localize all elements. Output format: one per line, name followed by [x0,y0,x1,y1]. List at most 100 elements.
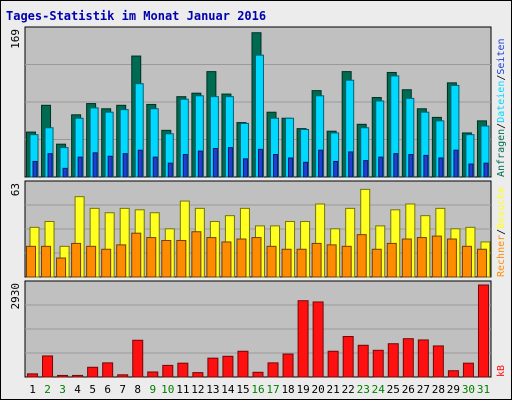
x-tick-label: 25 [387,383,400,396]
bar-kb [42,355,54,378]
bar-rechner [311,242,322,278]
bar-seiten [408,154,414,178]
bar-kb [132,339,144,378]
bar-kb [162,364,174,378]
x-tick-label: 8 [134,383,141,396]
x-tick-label: 9 [149,383,156,396]
legend-separator: / [496,75,507,81]
legend-entry-anfragen: Anfragen [496,129,507,177]
bar-rechner [326,244,337,278]
x-tick-label: 23 [357,383,370,396]
bar-rechner [41,245,52,278]
bar-seiten [273,154,279,178]
x-axis-day-labels: 1 2 3 4 5 6 7 8 9 10 11 12 13 14 15 16 17 18 19 20 21 22 23 24 2… [29,383,490,396]
bar-rechner [431,235,442,278]
bar-kb [462,362,474,378]
bar-rechner [356,234,367,278]
chart-panels: 169 Anfragen/Dateien/Seiten 63Rechner/Besu… [9,26,507,378]
bar-seiten [92,152,98,178]
x-tick-label: 15 [236,383,249,396]
bar-kb [237,350,249,378]
x-tick-label: 18 [281,383,294,396]
x-tick-label: 17 [266,383,279,396]
bar-rechner [281,248,292,278]
bar-rechner [236,238,247,278]
bar-seiten [212,147,218,178]
x-tick-label: 31 [477,383,490,396]
bar-kb [87,366,99,378]
x-tick-label: 1 [29,383,36,396]
x-tick-label: 14 [221,383,235,396]
x-tick-label: 19 [296,383,309,396]
bar-rechner [206,237,217,278]
bar-kb [177,362,189,378]
x-tick-label: 7 [119,383,126,396]
bar-seiten [438,157,444,178]
x-tick-label: 27 [417,383,430,396]
bar-rechner [176,239,187,278]
bar-kb [207,357,219,378]
bar-seiten [122,153,128,178]
bar-kb [117,374,129,378]
bar-rechner [221,241,232,278]
bar-rechner [371,248,382,278]
bar-kb [27,373,38,378]
y-max-label: 169 [9,29,22,49]
bar-rechner [56,257,67,278]
bar-seiten [453,149,459,178]
x-tick-label: 29 [447,383,460,396]
y-max-label: 2930 [9,283,22,310]
x-tick-label: 12 [191,383,204,396]
x-tick-label: 26 [402,383,415,396]
bar-rechner [146,237,157,278]
x-tick-label: 22 [342,383,355,396]
legend-entry-kb: kB [496,365,507,377]
bar-kb [372,349,384,378]
legend-requests-files-pages: Anfragen/Dateien/Seiten [496,38,507,177]
bar-rechner [101,248,112,278]
bar-kb [192,372,204,378]
bar-kb [72,374,84,378]
legend-entry-rechner: Rechner [496,235,507,277]
bar-kb [357,344,369,378]
bar-seiten [363,160,369,178]
bar-seiten [468,163,474,178]
bar-rechner [386,242,397,278]
bar-seiten [393,153,399,178]
bar-seiten [32,160,38,178]
bar-rechner [26,245,36,278]
x-tick-label: 5 [89,383,96,396]
x-tick-label: 20 [312,383,325,396]
bar-seiten [77,156,83,178]
bar-rechner [116,244,127,278]
bar-rechner [446,238,457,278]
bar-kb [417,339,429,378]
bar-seiten [483,162,489,178]
chart-title: Tages-Statistik im Monat Januar 2016 [6,9,266,23]
bar-seiten [227,147,233,178]
bar-kb [252,371,264,378]
bar-seiten [257,148,263,178]
legend-separator: / [496,123,507,129]
bar-rechner [191,231,202,278]
bar-seiten [378,156,384,178]
x-tick-label: 10 [161,383,174,396]
bar-seiten [47,153,53,178]
bar-kb [327,350,339,378]
legend-entry-seiten: Seiten [496,38,507,74]
x-tick-label: 11 [176,383,189,396]
bar-seiten [137,149,143,178]
bar-seiten [107,155,113,178]
x-tick-label: 13 [206,383,219,396]
bar-seiten [288,157,294,178]
bar-kb [222,355,234,378]
x-tick-label: 28 [432,383,445,396]
bar-rechner [416,237,427,278]
bar-seiten [348,151,354,178]
panel-visits-hosts: 63 Rechner/Besuche [9,180,507,278]
bar-rechner [161,239,172,278]
bar-seiten [423,154,429,178]
bar-seiten [303,161,309,178]
bar-kb [267,362,279,378]
